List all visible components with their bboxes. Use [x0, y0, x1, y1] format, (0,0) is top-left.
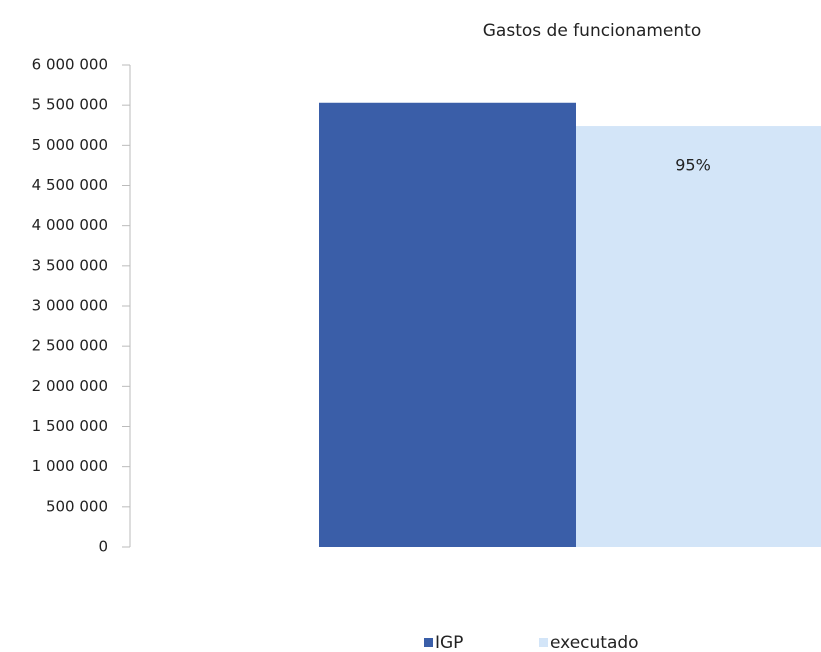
y-tick-label: 1 000 000: [32, 457, 108, 475]
chart-title: Gastos de funcionamento: [483, 21, 702, 41]
legend-swatch: [539, 638, 548, 647]
legend-swatch: [424, 638, 433, 647]
y-tick-label: 2 500 000: [32, 337, 108, 355]
y-tick-label: 5 500 000: [32, 96, 108, 114]
y-tick-label: 500 000: [46, 497, 108, 515]
y-tick-label: 1 500 000: [32, 417, 108, 435]
y-tick-label: 4 500 000: [32, 176, 108, 194]
y-tick-label: 0: [98, 538, 108, 556]
legend-label: IGP: [435, 633, 463, 652]
y-tick-label: 3 000 000: [32, 297, 108, 315]
y-tick-label: 4 000 000: [32, 216, 108, 234]
y-tick-label: 5 000 000: [32, 136, 108, 154]
legend-label: executado: [550, 633, 639, 652]
bar: [576, 126, 821, 547]
y-tick-label: 2 000 000: [32, 377, 108, 395]
annotation: 95%: [675, 156, 711, 175]
y-tick-label: 6 000 000: [32, 56, 108, 74]
y-tick-label: 3 500 000: [32, 256, 108, 274]
bar: [319, 102, 576, 548]
